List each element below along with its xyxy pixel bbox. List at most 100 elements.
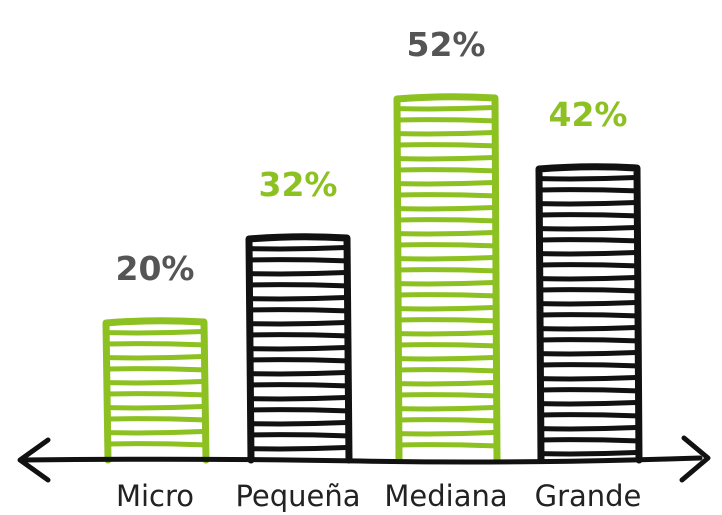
bar-hatch-line: [537, 212, 639, 219]
left-arrow-icon: [17, 437, 51, 483]
bar-hatch-line: [537, 437, 639, 444]
bar-hatch-line: [395, 192, 497, 199]
bar-hatch-line: [395, 367, 497, 374]
category-label-micro: Micro: [116, 479, 194, 513]
bar-hatch-line: [395, 205, 497, 212]
x-axis-line: [19, 455, 703, 465]
bar-hatch-line: [537, 387, 639, 394]
bar-hatch-line: [395, 242, 497, 249]
bar-hatch-line: [395, 142, 497, 149]
bar-hatch-line: [537, 262, 639, 269]
bar-hatch-line: [247, 320, 349, 327]
bar-hatch-line: [395, 267, 497, 274]
bar-hatch-line: [395, 155, 497, 162]
bar-hatch-line: [537, 300, 639, 307]
bar-hatch-line: [395, 317, 497, 324]
bar-pequeña: [245, 233, 353, 464]
bar-hatch-line: [395, 405, 497, 412]
bar-hatch-line: [395, 442, 497, 449]
bar-hatch-line: [104, 416, 206, 423]
bar-hatch-line: [395, 330, 497, 337]
bar-hatch-line: [395, 305, 497, 312]
category-labels-layer: Micro Pequeña Mediana Grande: [116, 479, 641, 513]
bar-hatch-line: [247, 395, 349, 402]
bar-hatch-line: [537, 325, 639, 332]
data-label-micro: 20%: [116, 249, 195, 288]
bar-hatch-line: [247, 382, 349, 389]
bar-hatch-line: [395, 230, 497, 237]
bar-hatch-line: [104, 441, 206, 448]
bar-hatch-line: [395, 392, 497, 399]
bar-hatch-line: [247, 245, 349, 252]
bar-hatch-line: [395, 417, 497, 424]
bars-layer: [102, 93, 643, 464]
bar-hatch-line: [395, 105, 497, 112]
bar-hatch-line: [247, 282, 349, 289]
bar-hatch-line: [104, 341, 206, 348]
bar-hatch-line: [104, 354, 206, 361]
bar-hatch-line: [395, 342, 497, 349]
bar-hatch-line: [537, 362, 639, 369]
bar-hatch-line: [537, 375, 639, 382]
bar-hatch-line: [395, 430, 497, 437]
data-label-grande: 42%: [549, 95, 628, 134]
bar-hatch-line: [247, 345, 349, 352]
bar-hatch-line: [247, 270, 349, 277]
bar-hatch-line: [537, 425, 639, 432]
bar-hatch-line: [537, 175, 639, 182]
bar-hatch-line: [537, 312, 639, 319]
bar-hatch-line: [395, 130, 497, 137]
bar-hatch-line: [104, 429, 206, 436]
value-labels-layer: 20% 32% 52% 42%: [116, 25, 628, 288]
bar-hatch-line: [104, 379, 206, 386]
bar-hatch-line: [395, 180, 497, 187]
bar-hatch-line: [537, 250, 639, 257]
bar-hatch-line: [247, 257, 349, 264]
data-label-pequeña: 32%: [259, 165, 338, 204]
bar-hatch-line: [104, 391, 206, 398]
bar-grande: [535, 163, 643, 464]
bar-hatch-line: [247, 370, 349, 377]
bar-hatch-line: [395, 217, 497, 224]
bar-hatch-line: [537, 225, 639, 232]
bar-hatch-line: [247, 407, 349, 414]
bar-hatch-line: [104, 404, 206, 411]
data-label-mediana: 52%: [407, 25, 486, 64]
bar-hatch-line: [537, 412, 639, 419]
bar-hatch-line: [395, 117, 497, 124]
bar-hatch-line: [537, 400, 639, 407]
bar-hatch-line: [247, 357, 349, 364]
bar-hatch-line: [247, 307, 349, 314]
bar-hatch-line: [247, 295, 349, 302]
bar-outline: [535, 163, 643, 464]
bar-hatch-line: [104, 366, 206, 373]
x-axis: [17, 435, 711, 483]
bar-hatch-line: [537, 450, 639, 457]
bar-outline: [102, 317, 210, 464]
bar-hatch-line: [395, 255, 497, 262]
bar-hatch-line: [247, 445, 349, 452]
bar-hatch-line: [537, 337, 639, 344]
bar-hatch-line: [537, 350, 639, 357]
bar-hatch-line: [537, 200, 639, 207]
bar-hatch-line: [247, 420, 349, 427]
bar-outline: [393, 93, 501, 464]
bar-hatch-line: [537, 187, 639, 194]
bar-mediana: [393, 93, 501, 464]
right-arrow-icon: [679, 435, 711, 483]
bar-hatch-line: [247, 332, 349, 339]
category-label-mediana: Mediana: [384, 479, 507, 513]
bar-hatch-line: [247, 432, 349, 439]
bar-hatch-line: [537, 275, 639, 282]
bar-micro: [102, 317, 210, 464]
bar-hatch-line: [395, 280, 497, 287]
category-label-pequeña: Pequeña: [235, 479, 360, 513]
bar-hatch-line: [395, 380, 497, 387]
bar-hatch-line: [395, 355, 497, 362]
bar-hatch-line: [537, 237, 639, 244]
category-label-grande: Grande: [535, 479, 642, 513]
bar-outline: [245, 233, 353, 464]
bar-hatch-line: [104, 329, 206, 336]
